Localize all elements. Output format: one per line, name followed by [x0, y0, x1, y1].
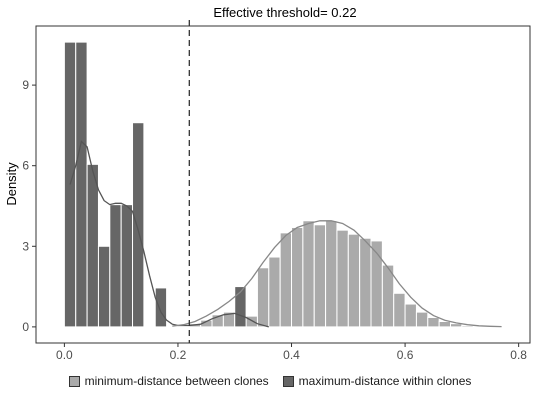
bar-maximum-0 — [63, 41, 77, 328]
density-curve-maximum — [69, 140, 269, 328]
bar-minimum-6 — [256, 267, 270, 328]
bar-maximum-8 — [154, 287, 168, 328]
bar-minimum-14 — [347, 233, 361, 328]
bar-minimum-9 — [291, 226, 304, 328]
bar-minimum-7 — [268, 256, 281, 328]
legend: minimum-distance between clones maximum-… — [0, 374, 540, 388]
bar-minimum-13 — [336, 229, 349, 328]
bar-minimum-21 — [427, 316, 440, 328]
bar-minimum-20 — [415, 311, 429, 328]
y-axis: 0 3 6 9 — [22, 78, 36, 334]
bar-minimum-10 — [302, 220, 315, 328]
plot-area — [63, 41, 502, 328]
bar-minimum-15 — [359, 237, 372, 328]
bar-maximum-9 — [234, 286, 247, 328]
y-tick-label: 9 — [22, 78, 29, 92]
bar-maximum-3 — [97, 245, 111, 328]
bar-maximum-5 — [120, 204, 134, 328]
bar-minimum-22 — [438, 321, 452, 328]
density-curve-minimum — [172, 220, 502, 328]
legend-item-maximum: maximum-distance within clones — [282, 374, 472, 388]
bar-minimum-24 — [461, 325, 474, 328]
y-axis-title: Density — [4, 162, 19, 206]
chart-title: Effective threshold= 0.22 — [213, 5, 356, 20]
legend-swatch-minimum — [68, 375, 80, 387]
bar-minimum-18 — [393, 292, 406, 328]
bar-minimum-8 — [279, 232, 293, 328]
y-tick-label: 0 — [22, 320, 29, 334]
legend-label-maximum: maximum-distance within clones — [298, 374, 472, 388]
bar-minimum-19 — [404, 303, 417, 328]
x-tick-label: 0.8 — [510, 348, 527, 362]
y-tick-label: 3 — [22, 239, 29, 253]
bar-maximum-6 — [132, 122, 145, 328]
bar-maximum-4 — [109, 204, 122, 328]
x-tick-label: 0.0 — [56, 348, 73, 362]
x-tick-label: 0.6 — [397, 348, 414, 362]
panel-border — [35, 25, 531, 344]
bar-maximum-2 — [86, 163, 99, 328]
legend-swatch-maximum — [282, 375, 294, 387]
x-axis: 0.0 0.2 0.4 0.6 0.8 — [56, 343, 527, 362]
bar-minimum-11 — [313, 224, 327, 328]
bar-minimum-12 — [325, 220, 338, 328]
bar-maximum-1 — [75, 41, 88, 328]
y-tick-label: 6 — [22, 159, 29, 173]
x-tick-label: 0.2 — [170, 348, 187, 362]
x-tick-label: 0.4 — [283, 348, 300, 362]
legend-label-minimum: minimum-distance between clones — [84, 374, 269, 388]
legend-item-minimum: minimum-distance between clones — [68, 374, 269, 388]
